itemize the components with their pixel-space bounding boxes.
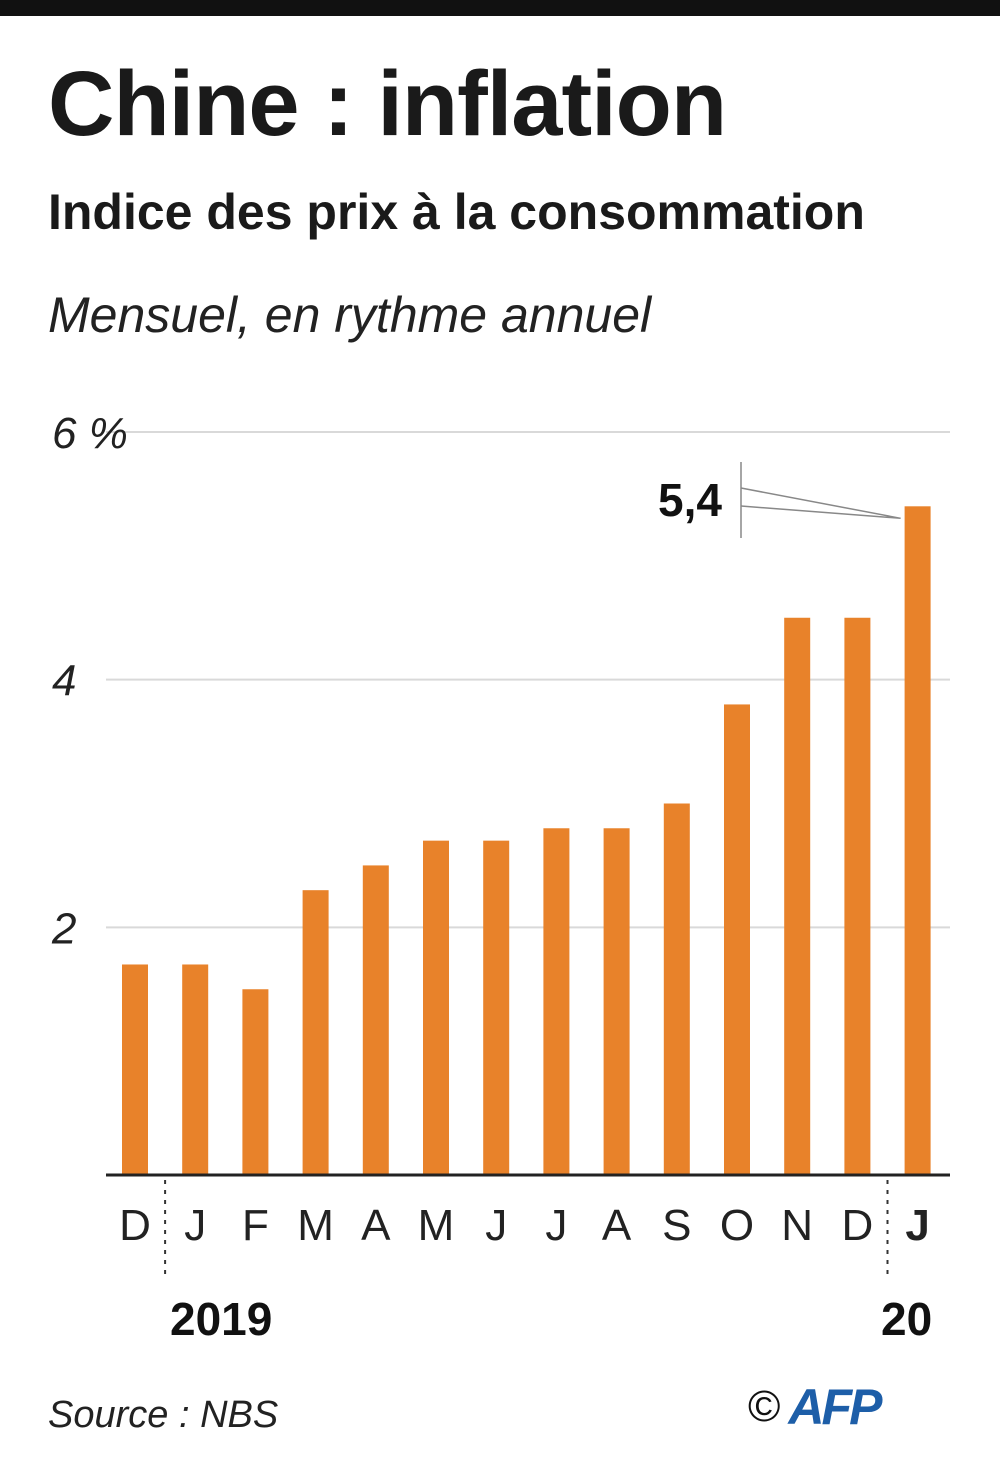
x-tick-label: J — [485, 1201, 507, 1250]
bar — [242, 989, 269, 1175]
gridlines — [106, 431, 950, 929]
bars — [122, 506, 931, 1175]
x-tick-label: S — [662, 1201, 691, 1250]
bar — [362, 865, 389, 1175]
year-label-2019: 2019 — [170, 1293, 272, 1345]
y-tick-label: 6 % — [52, 409, 128, 458]
x-tick-label: D — [119, 1201, 151, 1250]
year-label-2020: 20 — [881, 1293, 932, 1345]
bar — [724, 704, 750, 1175]
y-axis-ticks: 2 4 6 % — [51, 409, 128, 953]
x-tick-label: F — [242, 1201, 269, 1250]
x-tick-label: M — [418, 1201, 455, 1250]
credit: © AFP — [748, 1379, 882, 1435]
chart-subtitle: Indice des prix à la consommation — [48, 184, 865, 240]
bar — [302, 890, 329, 1175]
x-tick-label: A — [602, 1201, 632, 1250]
x-tick-label: A — [361, 1201, 391, 1250]
bar — [122, 964, 148, 1175]
x-tick-label: O — [720, 1201, 754, 1250]
x-tick-label: J — [184, 1201, 206, 1250]
copyright-symbol: © — [748, 1382, 781, 1431]
chart-title: Chine : inflation — [48, 53, 727, 155]
bar — [844, 617, 871, 1175]
top-bar — [0, 0, 1000, 16]
x-tick-label: D — [842, 1201, 874, 1250]
y-tick-label: 2 — [51, 904, 76, 953]
source-note: Source : NBS — [48, 1394, 279, 1436]
x-tick-label: N — [781, 1201, 813, 1250]
bar — [904, 506, 931, 1175]
x-tick-label: M — [297, 1201, 334, 1250]
bar — [784, 617, 811, 1175]
value-label: 5,4 — [658, 474, 722, 526]
chart-note: Mensuel, en rythme annuel — [48, 287, 652, 343]
bar — [543, 828, 570, 1175]
x-tick-label: J — [905, 1201, 929, 1250]
x-tick-label: J — [545, 1201, 567, 1250]
bar — [483, 840, 510, 1175]
bar — [182, 964, 209, 1175]
y-tick-label: 4 — [52, 657, 76, 706]
callout-line — [740, 487, 901, 520]
bar — [663, 803, 690, 1175]
bar — [603, 828, 630, 1175]
afp-logo: AFP — [788, 1379, 882, 1435]
value-annotation: 5,4 — [658, 462, 901, 538]
year-labels: 2019 20 — [164, 1180, 932, 1345]
bar — [423, 840, 449, 1175]
